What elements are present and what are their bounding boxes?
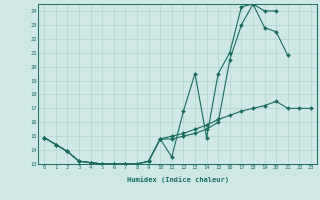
X-axis label: Humidex (Indice chaleur): Humidex (Indice chaleur) <box>127 176 228 183</box>
